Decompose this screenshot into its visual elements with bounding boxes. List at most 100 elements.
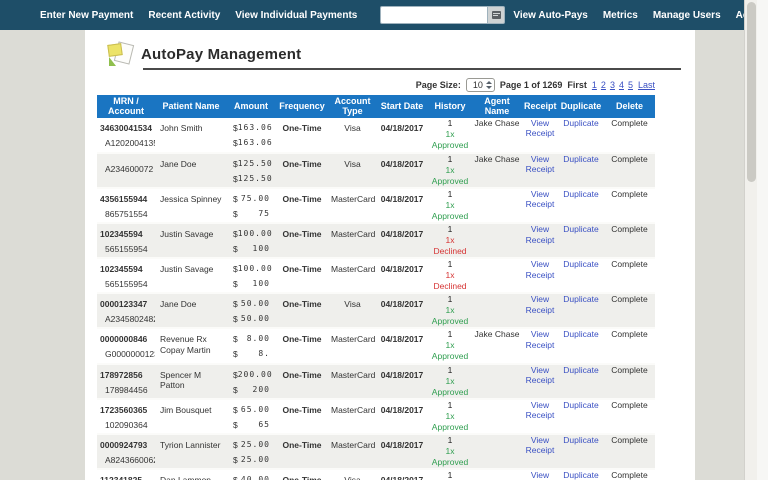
duplicate-link[interactable]: Duplicate [563, 329, 599, 340]
view-receipt-link[interactable]: View Receipt [525, 153, 555, 175]
amount-value: 40.00 [240, 474, 270, 480]
view-receipt-link[interactable]: View Receipt [525, 223, 555, 245]
table-row: 0000000846 G0000000123 Revenue Rx Copay Ma… [97, 328, 655, 364]
account-type: MasterCard [331, 404, 376, 415]
mrn-value: 1723560365 [100, 404, 148, 415]
duplicate-link[interactable]: Duplicate [563, 364, 599, 375]
delete-status: Complete [611, 153, 648, 164]
frequency: One-Time [282, 158, 322, 169]
account-type: MasterCard [331, 439, 376, 450]
nav-item-view-auto-pays[interactable]: View Auto-Pays [513, 9, 588, 21]
delete-status: Complete [611, 434, 648, 445]
start-date: 04/18/2017 [380, 404, 424, 415]
page-link-4[interactable]: 4 [618, 80, 624, 90]
agent-name: Jake Chase [474, 329, 520, 340]
account-type: Visa [344, 158, 361, 169]
frequency: One-Time [282, 404, 322, 415]
patient-name: Jane Doe [160, 158, 197, 169]
table-row: 112341825 Dan Lammon $40.00 One-Time Visa 04/… [97, 469, 655, 480]
mrn-value: 102345594 [100, 228, 143, 239]
account-value: 178984456 [105, 384, 148, 395]
mrn-value: 0000000846 [100, 334, 148, 345]
nav-item-manage-users[interactable]: Manage Users [652, 9, 721, 21]
view-receipt-link[interactable]: View Receipt [525, 259, 555, 280]
history-count: 1 [447, 188, 453, 199]
view-receipt-link[interactable]: View Receipt [525, 188, 555, 210]
vertical-scrollbar[interactable] [744, 0, 757, 480]
table-row: 0000924793A82436600624Tyrion Lannister$2… [97, 433, 655, 469]
amount-secondary: 100 [252, 279, 270, 289]
column-header-start-date: Start Date [376, 95, 428, 118]
patient-name: Jane Doe [160, 299, 197, 310]
agent-name: Jake Chase [474, 153, 520, 164]
scrollbar-thumb[interactable] [747, 2, 756, 182]
start-date: 04/18/2017 [380, 122, 424, 133]
duplicate-link[interactable]: Duplicate [563, 188, 599, 199]
page-link-1[interactable]: 1 [591, 80, 597, 90]
agent-name: Jake Chase [474, 117, 520, 128]
table-header-row: MRN / Account Patient Name Amount Frequency… [97, 95, 655, 118]
history-count: 1 [447, 153, 453, 164]
history-count: 1 [447, 223, 453, 234]
card-reader-button[interactable] [488, 6, 506, 24]
mrn-value: 112341825 [100, 474, 143, 480]
view-receipt-link[interactable]: View Receipt [525, 364, 555, 386]
nav-item-view-individual-payments[interactable]: View Individual Payments [235, 9, 358, 21]
history-count: 1 [447, 329, 453, 340]
table-row: 4356155944 865751554 Jessica Spinney $75.00… [97, 188, 655, 223]
agent-name [472, 434, 522, 469]
autopay-table-body: 34630041534 A1202004135 John Smith $163.06 $… [97, 118, 655, 480]
view-receipt-link[interactable]: View Receipt [530, 469, 550, 480]
agent-name [472, 293, 522, 328]
view-receipt-link[interactable]: View Receipt [525, 294, 555, 315]
card-reader-icon [491, 11, 501, 19]
history-times: 1x [445, 410, 455, 421]
patient-name: Revenue Rx Copay Martin [160, 334, 211, 356]
page-size-select[interactable]: 10 [465, 78, 495, 92]
frequency: One-Time [282, 334, 322, 345]
duplicate-link[interactable]: Duplicate [563, 294, 599, 305]
duplicate-link[interactable]: Duplicate [563, 223, 599, 234]
patient-name: John Smith [160, 122, 203, 133]
history-count: 1 [447, 259, 453, 270]
duplicate-link[interactable]: Duplicate [563, 153, 599, 164]
account-value: G0000000123 [105, 349, 155, 360]
view-receipt-link[interactable]: View Receipt [525, 399, 555, 421]
search-input[interactable] [380, 6, 489, 24]
view-receipt-link[interactable]: View Receipt [525, 329, 555, 351]
nav-item-enter-new-payment[interactable]: Enter New Payment [40, 9, 134, 21]
history-count: 1 [447, 294, 453, 305]
duplicate-link[interactable]: Duplicate [563, 469, 599, 480]
frequency: One-Time [282, 369, 322, 380]
page-link-5[interactable]: 5 [627, 80, 633, 90]
history-times: 1x [445, 199, 455, 210]
mrn-value: 4356155944 [100, 193, 148, 204]
amount-value: 50.00 [240, 299, 270, 309]
table-row: 1723560365 102090364 Jim Bousquet $65.00 $65… [97, 399, 655, 434]
agent-name [472, 364, 522, 399]
patient-name: Dan Lammon [160, 474, 212, 480]
nav-item-metrics[interactable]: Metrics [602, 9, 638, 21]
start-date: 04/18/2017 [380, 193, 424, 204]
column-header-delete: Delete [604, 95, 655, 118]
history-times: 1x [445, 445, 455, 456]
start-date: 04/18/2017 [380, 158, 424, 169]
view-receipt-link[interactable]: View Receipt [525, 117, 555, 139]
page-link-3[interactable]: 3 [609, 80, 615, 90]
mrn-value: 102345594 [100, 264, 143, 275]
duplicate-link[interactable]: Duplicate [563, 259, 599, 270]
history-status: Approved [431, 456, 469, 467]
page-link-2[interactable]: 2 [600, 80, 606, 90]
table-row: 102345594 565155954 Justin Savage $100.00 $1… [97, 258, 655, 294]
view-receipt-link[interactable]: View Receipt [525, 434, 555, 456]
last-page-link[interactable]: Last [637, 80, 655, 90]
autopay-note-icon [107, 41, 135, 66]
duplicate-link[interactable]: Duplicate [563, 399, 599, 410]
amount-value: 163.06 [237, 122, 273, 132]
duplicate-link[interactable]: Duplicate [563, 434, 599, 445]
duplicate-link[interactable]: Duplicate [563, 117, 599, 128]
nav-item-recent-activity[interactable]: Recent Activity [148, 9, 221, 21]
